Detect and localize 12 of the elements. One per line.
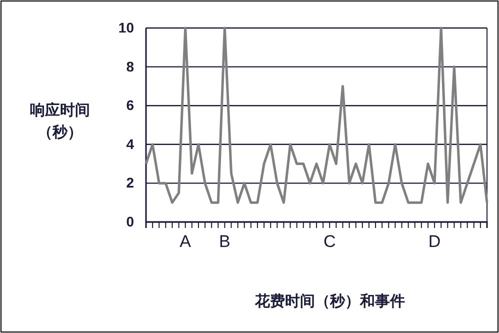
y-tick-label: 4 (126, 136, 134, 152)
x-tick-label: D (428, 232, 441, 252)
y-tick-label: 8 (126, 58, 134, 74)
y-tick-label: 10 (118, 19, 134, 36)
x-tick-label: B (219, 232, 230, 252)
x-tick-label: A (180, 232, 192, 252)
x-tick-label: C (323, 232, 336, 252)
y-tick-label: 0 (126, 213, 134, 230)
y-tick-label: 6 (126, 97, 134, 114)
y-tick-label: 2 (126, 174, 134, 191)
x-axis-title: 花费时间（秒）和事件 (254, 292, 405, 310)
y-axis-title: 响应时间（秒） (30, 101, 90, 141)
